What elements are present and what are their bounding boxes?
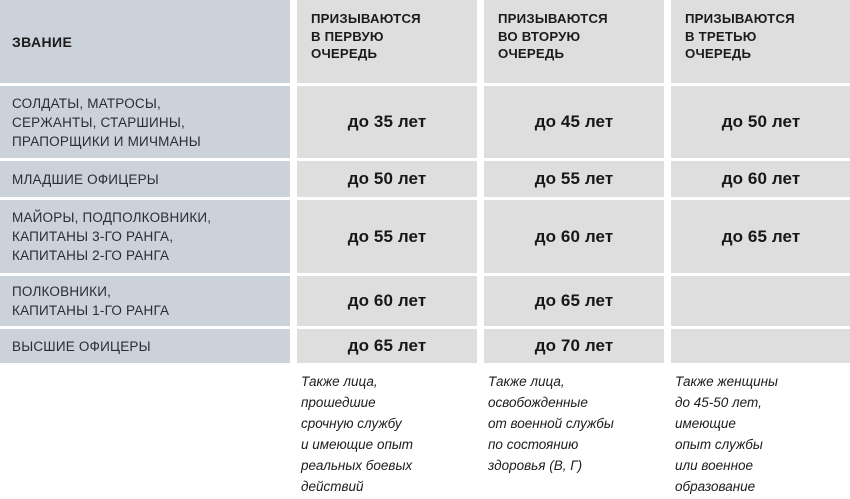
age-third-wave: до 50 лет [671, 86, 850, 158]
header-column-third-wave: ПРИЗЫВАЮТСЯ В ТРЕТЬЮ ОЧЕРЕДЬ [671, 0, 850, 83]
footnote-row: Также лица, прошедшие срочную службу и и… [0, 371, 850, 497]
header-column-first-wave: ПРИЗЫВАЮТСЯ В ПЕРВУЮ ОЧЕРЕДЬ [297, 0, 477, 83]
age-third-wave: до 60 лет [671, 161, 850, 197]
age-second-wave: до 70 лет [484, 329, 664, 363]
rank-name: СОЛДАТЫ, МАТРОСЫ, СЕРЖАНТЫ, СТАРШИНЫ, ПР… [0, 86, 290, 158]
age-third-wave: до 65 лет [671, 200, 850, 273]
age-third-wave [671, 329, 850, 363]
age-first-wave: до 55 лет [297, 200, 477, 273]
rank-name: ВЫСШИЕ ОФИЦЕРЫ [0, 329, 290, 363]
header-rank-label: ЗВАНИЕ [0, 0, 290, 83]
rank-name: МЛАДШИЕ ОФИЦЕРЫ [0, 161, 290, 197]
mobilization-table: ЗВАНИЕ ПРИЗЫВАЮТСЯ В ПЕРВУЮ ОЧЕРЕДЬ ПРИЗ… [0, 0, 850, 363]
table-row: МАЙОРЫ, ПОДПОЛКОВНИКИ, КАПИТАНЫ 3-ГО РАН… [0, 200, 850, 273]
age-first-wave: до 60 лет [297, 276, 477, 326]
age-second-wave: до 60 лет [484, 200, 664, 273]
age-second-wave: до 45 лет [484, 86, 664, 158]
age-first-wave: до 35 лет [297, 86, 477, 158]
table-row: ВЫСШИЕ ОФИЦЕРЫ до 65 лет до 70 лет [0, 329, 850, 363]
table-row: СОЛДАТЫ, МАТРОСЫ, СЕРЖАНТЫ, СТАРШИНЫ, ПР… [0, 86, 850, 158]
age-third-wave [671, 276, 850, 326]
table-header-row: ЗВАНИЕ ПРИЗЫВАЮТСЯ В ПЕРВУЮ ОЧЕРЕДЬ ПРИЗ… [0, 0, 850, 83]
age-second-wave: до 65 лет [484, 276, 664, 326]
rank-name: МАЙОРЫ, ПОДПОЛКОВНИКИ, КАПИТАНЫ 3-ГО РАН… [0, 200, 290, 273]
header-column-second-wave: ПРИЗЫВАЮТСЯ ВО ВТОРУЮ ОЧЕРЕДЬ [484, 0, 664, 83]
rank-name: ПОЛКОВНИКИ, КАПИТАНЫ 1-ГО РАНГА [0, 276, 290, 326]
footnote-third-wave: Также женщины до 45-50 лет, имеющие опыт… [675, 374, 778, 494]
age-first-wave: до 65 лет [297, 329, 477, 363]
age-first-wave: до 50 лет [297, 161, 477, 197]
footnote-first-wave: Также лица, прошедшие срочную службу и и… [301, 374, 414, 494]
table-row: МЛАДШИЕ ОФИЦЕРЫ до 50 лет до 55 лет до 6… [0, 161, 850, 197]
table-row: ПОЛКОВНИКИ, КАПИТАНЫ 1-ГО РАНГА до 60 ле… [0, 276, 850, 326]
footnote-second-wave: Также лица, освобожденные от военной слу… [488, 374, 614, 473]
age-second-wave: до 55 лет [484, 161, 664, 197]
footnote-spacer [0, 371, 290, 497]
